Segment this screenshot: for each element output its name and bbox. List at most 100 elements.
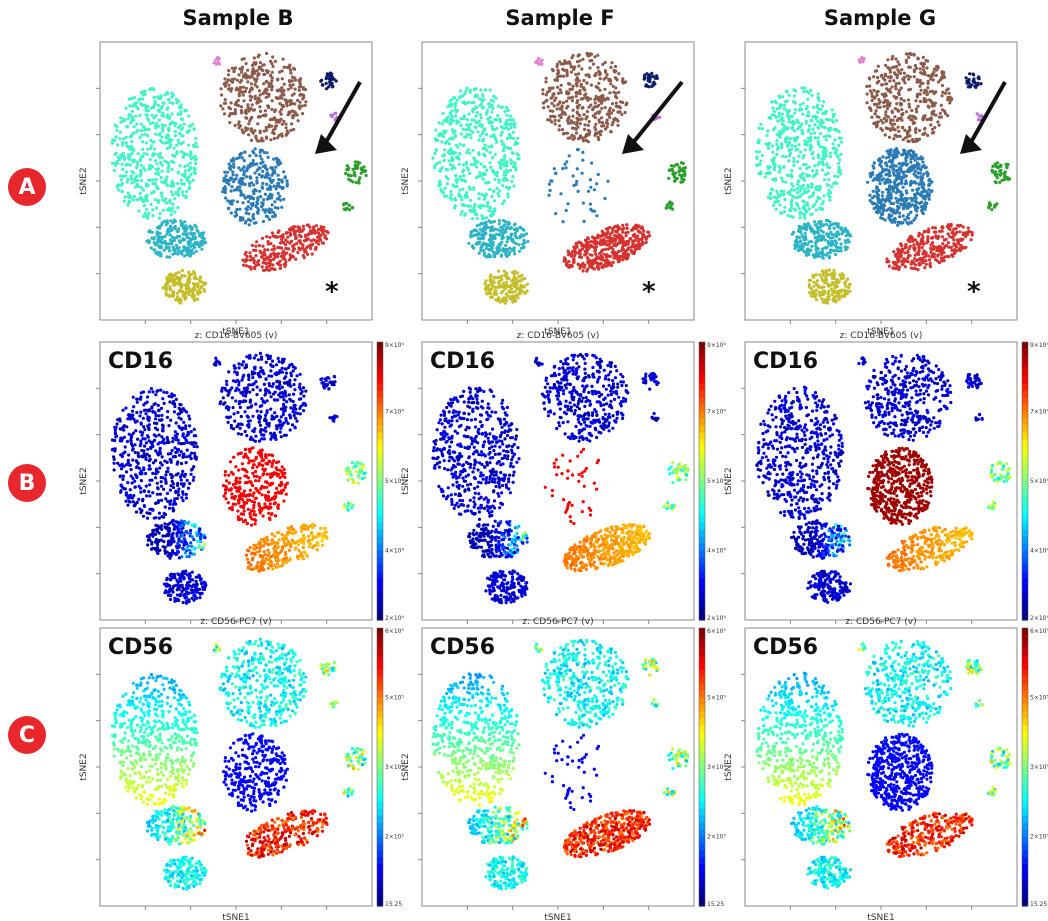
scatter-point	[286, 113, 290, 117]
scatter-point	[192, 171, 196, 175]
scatter-point	[158, 231, 162, 235]
scatter-point	[201, 233, 205, 237]
scatter-point	[279, 198, 283, 202]
scatter-point	[188, 254, 192, 258]
scatter-point	[469, 136, 473, 140]
scatter-point	[884, 110, 888, 114]
scatter-point	[583, 123, 587, 127]
scatter-point	[890, 110, 894, 115]
scatter-point	[279, 107, 284, 111]
scatter-point	[289, 99, 293, 103]
scatter-point	[239, 105, 243, 109]
scatter-point	[884, 119, 888, 123]
scatter-point	[480, 124, 484, 129]
scatter-point	[253, 83, 257, 87]
scatter-point	[287, 65, 291, 70]
scatter-point	[226, 78, 230, 82]
scatter-point	[282, 119, 286, 123]
scatter-point	[502, 170, 507, 174]
scatter-point	[500, 130, 504, 134]
scatter-point	[140, 154, 144, 158]
scatter-point	[602, 124, 606, 128]
scatter-point	[271, 128, 275, 132]
scatter-point	[901, 125, 905, 129]
scatter-point	[265, 182, 269, 186]
scatter-point	[593, 97, 597, 101]
scatter-point	[314, 224, 318, 228]
scatter-point	[908, 75, 912, 79]
scatter-point	[270, 117, 274, 121]
scatter-point	[511, 151, 515, 156]
scatter-point	[806, 184, 810, 188]
scatter-point	[243, 221, 248, 225]
scatter-point	[163, 93, 167, 97]
scatter-point	[472, 186, 476, 190]
scatter-point	[259, 195, 263, 199]
scatter-point	[459, 212, 463, 216]
scatter-point	[492, 190, 496, 194]
scatter-point	[138, 191, 142, 195]
scatter-point	[253, 94, 257, 98]
scatter-point	[161, 208, 165, 212]
scatter-point	[817, 196, 821, 200]
scatter-point	[836, 175, 840, 179]
scatter-point	[587, 131, 591, 136]
scatter-point	[190, 232, 194, 236]
scatter-point	[669, 164, 674, 168]
scatter-point	[281, 233, 285, 237]
scatter-point	[164, 293, 168, 297]
scatter-point	[116, 183, 120, 187]
scatter-point	[135, 179, 140, 183]
scatter-point	[491, 127, 495, 131]
scatter-point	[810, 119, 814, 123]
scatter-point	[450, 97, 454, 101]
scatter-point	[621, 100, 625, 105]
scatter-point	[873, 112, 877, 116]
scatter-point	[172, 218, 176, 222]
scatter-point	[608, 254, 613, 258]
scatter-point	[296, 250, 300, 255]
scatter-point	[464, 128, 468, 132]
scatter-point	[901, 77, 905, 81]
scatter-point	[227, 83, 231, 87]
scatter-point	[271, 263, 275, 267]
scatter-point	[179, 178, 183, 182]
scatter-point	[270, 61, 274, 66]
scatter-point	[442, 194, 446, 198]
scatter-point	[609, 130, 613, 134]
scatter-point	[770, 100, 774, 104]
scatter-point	[157, 216, 161, 220]
scatter-point	[282, 93, 286, 97]
scatter-point	[766, 146, 771, 150]
scatter-point	[811, 205, 815, 209]
y-axis-label: tSNE2	[79, 167, 89, 194]
scatter-point	[896, 109, 901, 113]
scatter-point	[305, 245, 309, 250]
scatter-point	[262, 198, 266, 202]
scatter-point	[581, 139, 586, 143]
scatter-point	[780, 146, 784, 150]
scatter-point	[884, 113, 888, 117]
scatter-point	[618, 257, 622, 261]
scatter-point	[497, 222, 501, 226]
scatter-point	[781, 189, 786, 193]
scatter-point	[130, 152, 134, 156]
scatter-point	[183, 172, 187, 176]
scatter-point	[600, 101, 604, 105]
scatter-point	[143, 103, 147, 107]
scatter-point	[237, 156, 241, 160]
scatter-point	[477, 138, 481, 142]
scatter-point	[314, 247, 318, 251]
scatter-point	[150, 230, 154, 234]
scatter-point	[169, 219, 173, 223]
scatter-point	[575, 179, 579, 184]
scatter-point	[334, 79, 338, 83]
scatter-point	[260, 157, 264, 161]
scatter-point	[872, 88, 876, 92]
scatter-point	[347, 203, 351, 207]
scatter-point	[522, 290, 526, 294]
scatter-point	[488, 161, 492, 165]
scatter-point	[499, 166, 503, 170]
scatter-point	[438, 182, 442, 187]
scatter-point	[139, 186, 144, 190]
